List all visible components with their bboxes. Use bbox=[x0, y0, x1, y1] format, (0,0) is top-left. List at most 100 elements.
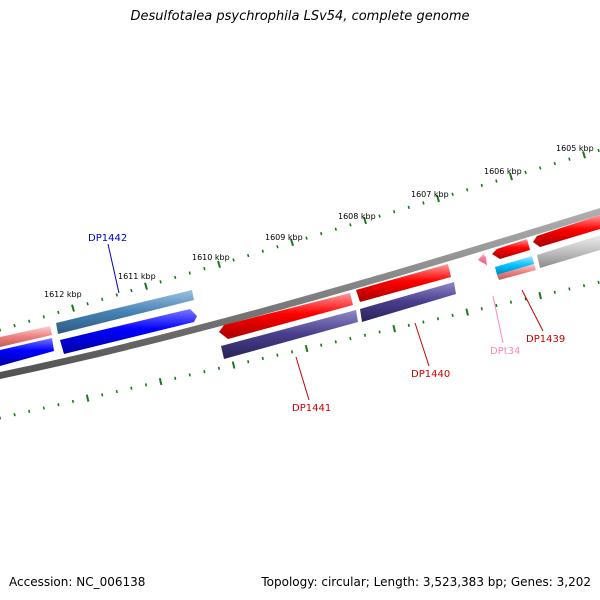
scale-tick bbox=[378, 214, 381, 218]
scale-tick bbox=[188, 373, 191, 377]
map-title: Desulfotalea psychrophila LSv54, complet… bbox=[130, 9, 470, 24]
genome-backbone bbox=[0, 208, 600, 379]
gene-red-small[interactable] bbox=[492, 239, 530, 259]
scale-tick bbox=[203, 266, 206, 271]
scale-tick bbox=[71, 304, 75, 312]
scale-tick bbox=[290, 238, 294, 247]
scale-tick bbox=[538, 291, 542, 300]
scale-label-1610: 1610 kbp bbox=[192, 253, 230, 262]
scale-tick bbox=[174, 376, 177, 380]
scale-tick bbox=[568, 157, 571, 161]
scale-tick bbox=[349, 336, 352, 341]
scale-tick bbox=[582, 284, 586, 288]
scale-tick bbox=[597, 280, 600, 284]
scale-tick bbox=[363, 216, 367, 225]
dp1440-leader bbox=[414, 322, 430, 367]
scale-tick bbox=[334, 227, 337, 231]
scale-tick bbox=[480, 307, 483, 311]
scale-tick bbox=[101, 393, 104, 397]
scale-label-1606: 1606 kbp bbox=[484, 167, 522, 176]
scale-tick bbox=[407, 323, 410, 327]
gene-dp1440[interactable] bbox=[360, 282, 456, 322]
scale-tick bbox=[130, 386, 133, 390]
scale-tick bbox=[305, 236, 308, 240]
scale-tick bbox=[393, 210, 396, 214]
inner-scale-ring bbox=[0, 280, 600, 420]
scale-label-1605: 1605 kbp bbox=[556, 144, 594, 153]
scale-tick bbox=[57, 310, 60, 315]
scale-tick bbox=[158, 377, 163, 386]
scale-tick bbox=[144, 282, 148, 290]
scale-tick bbox=[42, 315, 45, 319]
scale-label-1607: 1607 kbp bbox=[411, 190, 449, 199]
scale-tick bbox=[422, 320, 425, 324]
trna-dpt34-body bbox=[480, 256, 487, 266]
gene-blue-main[interactable] bbox=[60, 309, 197, 354]
gene-dp1441[interactable] bbox=[221, 310, 358, 359]
scale-tick bbox=[247, 360, 250, 364]
dp1439-leader bbox=[521, 289, 544, 332]
scale-tick bbox=[86, 302, 89, 306]
scale-tick bbox=[57, 403, 60, 407]
gene-dp1439[interactable] bbox=[497, 264, 536, 280]
scale-tick bbox=[130, 288, 133, 293]
scale-tick bbox=[509, 173, 513, 181]
scale-tick bbox=[509, 300, 513, 304]
scale-tick bbox=[553, 161, 556, 166]
scale-tick bbox=[231, 361, 236, 369]
scale-label-1608: 1608 kbp bbox=[338, 212, 376, 221]
scale-tick bbox=[436, 194, 440, 203]
scale-tick bbox=[304, 344, 309, 353]
scale-tick bbox=[115, 293, 118, 297]
gene-grey-right[interactable] bbox=[537, 235, 600, 268]
gene-dp1440-upper[interactable] bbox=[356, 264, 451, 302]
scale-tick bbox=[71, 399, 75, 404]
scale-tick bbox=[320, 231, 323, 236]
outer-scale-ring bbox=[0, 148, 600, 332]
scale-tick bbox=[290, 350, 294, 354]
scale-tick bbox=[276, 245, 279, 249]
scale-label-1609: 1609 kbp bbox=[265, 233, 303, 242]
gene-light-red-left-upper[interactable] bbox=[0, 326, 52, 347]
scale-tick bbox=[378, 330, 381, 334]
scale-tick bbox=[188, 271, 191, 275]
scale-tick bbox=[13, 413, 16, 417]
gene-red-right[interactable] bbox=[533, 215, 600, 247]
scale-tick bbox=[597, 148, 600, 153]
scale-tick bbox=[159, 280, 162, 284]
scale-tick bbox=[392, 324, 396, 333]
gene-dp1442[interactable] bbox=[56, 290, 194, 334]
scale-tick bbox=[436, 317, 440, 321]
scale-tick bbox=[422, 201, 425, 205]
scale-tick bbox=[407, 205, 410, 210]
gene-label-dp1441: DP1441 bbox=[292, 403, 331, 414]
scale-tick bbox=[261, 249, 264, 253]
scale-tick bbox=[247, 253, 250, 258]
gene-label-dp1439: DP1439 bbox=[526, 334, 565, 345]
scale-tick bbox=[524, 170, 527, 175]
dp1442-leader bbox=[107, 243, 120, 294]
scale-tick bbox=[451, 313, 454, 318]
gene-blue-left[interactable] bbox=[0, 338, 54, 366]
scale-tick bbox=[13, 323, 16, 328]
scale-tick bbox=[480, 183, 483, 188]
scale-tick bbox=[217, 260, 221, 268]
scale-tick bbox=[539, 166, 542, 170]
scale-tick bbox=[349, 223, 352, 227]
scale-tick bbox=[28, 409, 31, 413]
scale-tick bbox=[42, 406, 45, 410]
gene-dp1441-upper[interactable] bbox=[219, 293, 353, 339]
scale-tick bbox=[174, 275, 177, 280]
scale-tick bbox=[217, 366, 221, 370]
scale-tick bbox=[203, 370, 206, 374]
accession-text: Accession: NC_006138 bbox=[9, 575, 146, 589]
gene-label-dp1442: DP1442 bbox=[88, 233, 127, 244]
scale-tick bbox=[363, 333, 367, 337]
scale-tick bbox=[451, 192, 454, 196]
gene-cyan[interactable] bbox=[495, 256, 534, 275]
dp1441-leader bbox=[295, 356, 310, 401]
gene-label-dp1440: DP1440 bbox=[411, 369, 450, 380]
genome-summary-text: Topology: circular; Length: 3,523,383 bp… bbox=[261, 575, 591, 589]
